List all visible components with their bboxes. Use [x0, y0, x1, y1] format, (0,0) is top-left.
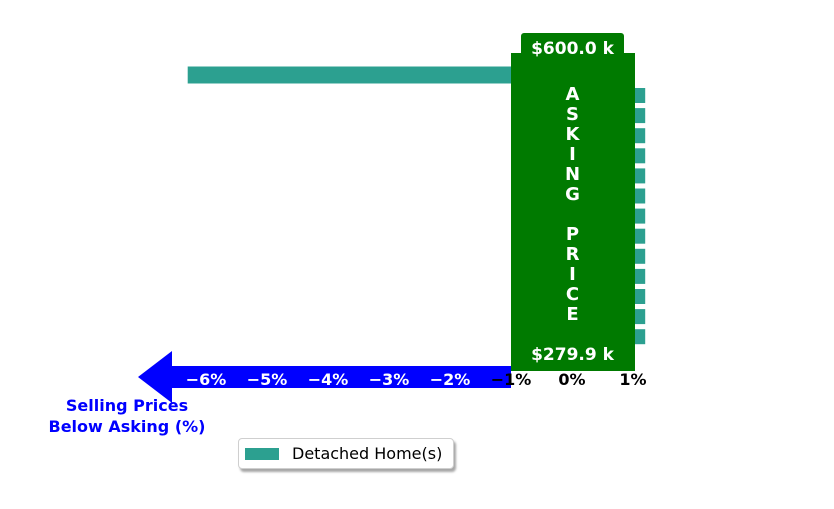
x-tick-label: 0% — [558, 370, 585, 389]
bottom-price-label: $279.9 k — [531, 345, 615, 365]
asking-price-letter: I — [569, 264, 576, 285]
x-tick-label: −4% — [308, 370, 349, 389]
x-tick-label: −5% — [247, 370, 288, 389]
legend-swatch — [245, 447, 279, 460]
asking-price-letter: I — [569, 144, 576, 165]
asking-price-box — [511, 53, 635, 371]
top-price-label: $600.0 k — [531, 39, 615, 59]
asking-price-letter: S — [566, 104, 579, 125]
x-tick-label: −6% — [186, 370, 227, 389]
asking-price-letter: C — [566, 284, 579, 305]
legend-label: Detached Home(s) — [292, 444, 443, 463]
bar — [187, 66, 572, 84]
legend: Detached Home(s) — [238, 438, 454, 469]
asking-price-letter: R — [566, 244, 580, 265]
below-asking-arrow — [138, 351, 511, 403]
x-tick-label: 1% — [619, 370, 646, 389]
x-tick-label: −1% — [491, 370, 532, 389]
top-price-badge — [521, 33, 624, 63]
asking-price-letter: K — [566, 124, 581, 145]
asking-price-letter: G — [565, 184, 580, 205]
x-axis-title: Selling Prices Below Asking (%) — [49, 396, 206, 436]
x-tick-label: −3% — [369, 370, 410, 389]
asking-price-letter: N — [565, 164, 580, 185]
asking-price-letter: P — [566, 224, 579, 245]
asking-price-letter: E — [566, 304, 578, 325]
asking-price-letter: A — [566, 84, 580, 105]
x-tick-label: −2% — [430, 370, 471, 389]
bottom-price-badge — [521, 339, 624, 369]
